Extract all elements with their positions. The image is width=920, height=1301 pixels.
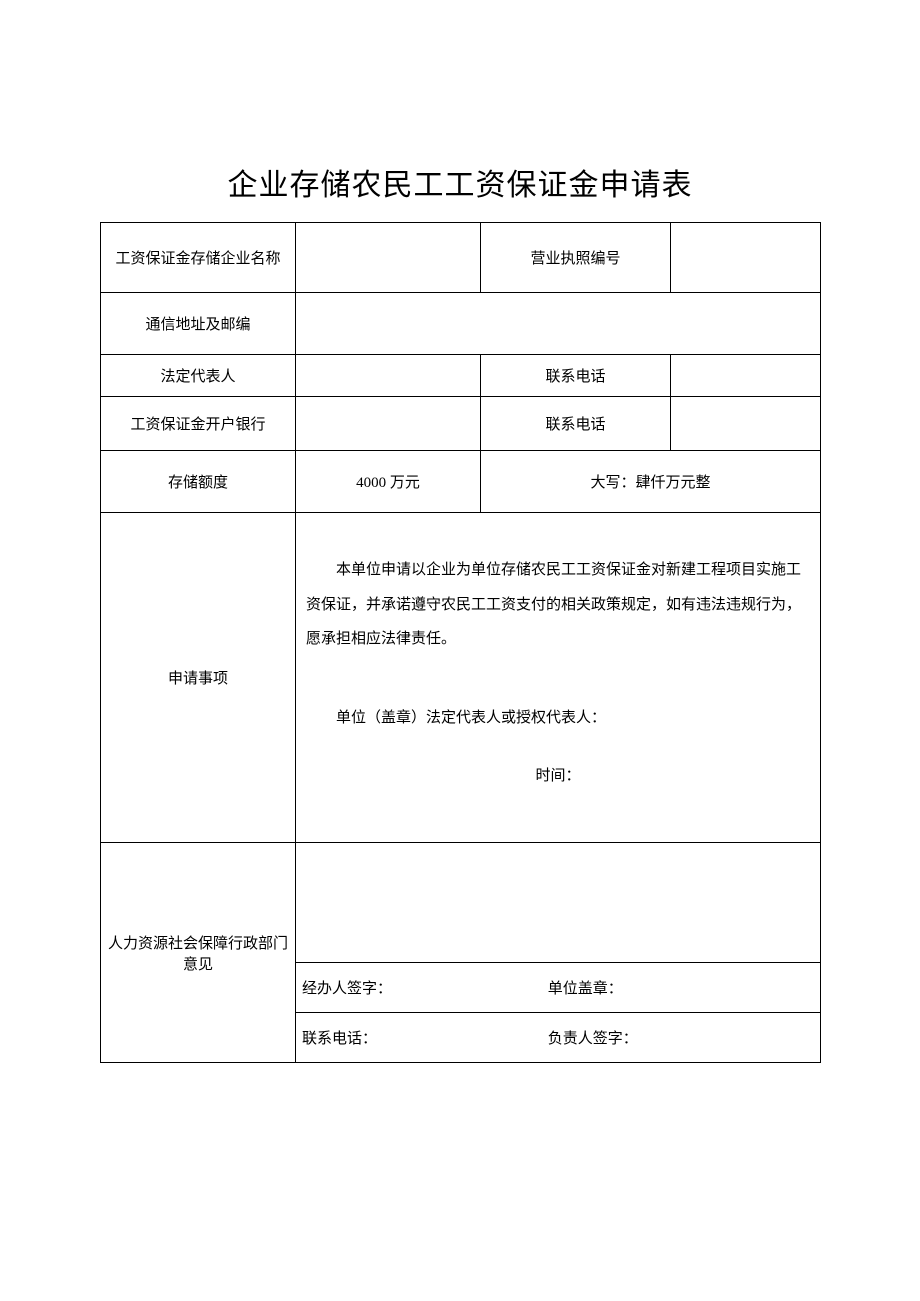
table-row: 通信地址及邮编 (101, 293, 821, 355)
label-address: 通信地址及邮编 (101, 293, 296, 355)
value-amount-words: 大写：肆仟万元整 (481, 451, 821, 513)
label-phone-2: 联系电话 (481, 397, 671, 451)
value-amount: 4000 万元 (296, 451, 481, 513)
value-bank (296, 397, 481, 451)
table-row: 工资保证金存储企业名称 营业执照编号 (101, 223, 821, 293)
value-address (296, 293, 821, 355)
label-license-number: 营业执照编号 (481, 223, 671, 293)
signature-line: 单位（盖章）法定代表人或授权代表人： (306, 701, 810, 736)
label-phone-1: 联系电话 (481, 355, 671, 397)
label-contact-phone: 联系电话： (302, 1027, 548, 1048)
time-line: 时间： (306, 759, 810, 794)
label-amount: 存储额度 (101, 451, 296, 513)
value-phone-1 (671, 355, 821, 397)
label-enterprise-name: 工资保证金存储企业名称 (101, 223, 296, 293)
table-row: 人力资源社会保障行政部门意见 (101, 843, 821, 963)
label-handler-sign: 经办人签字： (302, 977, 548, 998)
value-phone-2 (671, 397, 821, 451)
dept-opinion-body (296, 843, 821, 963)
application-form-table: 工资保证金存储企业名称 营业执照编号 通信地址及邮编 法定代表人 联系电话 工资… (100, 222, 821, 1063)
page-container: 企业存储农民工工资保证金申请表 工资保证金存储企业名称 营业执照编号 通信地址及… (0, 0, 920, 1063)
label-application: 申请事项 (101, 513, 296, 843)
value-enterprise-name (296, 223, 481, 293)
label-leader-sign: 负责人签字： (548, 1027, 814, 1048)
value-legal-rep (296, 355, 481, 397)
application-body-text: 本单位申请以企业为单位存储农民工工资保证金对新建工程项目实施工资保证，并承诺遵守… (306, 553, 810, 657)
application-body-cell: 本单位申请以企业为单位存储农民工工资保证金对新建工程项目实施工资保证，并承诺遵守… (296, 513, 821, 843)
dept-sign-row-1: 经办人签字： 单位盖章： (296, 963, 821, 1013)
label-unit-stamp: 单位盖章： (548, 977, 814, 998)
document-title: 企业存储农民工工资保证金申请表 (100, 160, 820, 204)
label-bank: 工资保证金开户银行 (101, 397, 296, 451)
table-row: 申请事项 本单位申请以企业为单位存储农民工工资保证金对新建工程项目实施工资保证，… (101, 513, 821, 843)
table-row: 工资保证金开户银行 联系电话 (101, 397, 821, 451)
label-department-opinion: 人力资源社会保障行政部门意见 (101, 843, 296, 1063)
label-legal-rep: 法定代表人 (101, 355, 296, 397)
table-row: 存储额度 4000 万元 大写：肆仟万元整 (101, 451, 821, 513)
table-row: 法定代表人 联系电话 (101, 355, 821, 397)
dept-sign-row-2: 联系电话： 负责人签字： (296, 1013, 821, 1063)
value-license-number (671, 223, 821, 293)
